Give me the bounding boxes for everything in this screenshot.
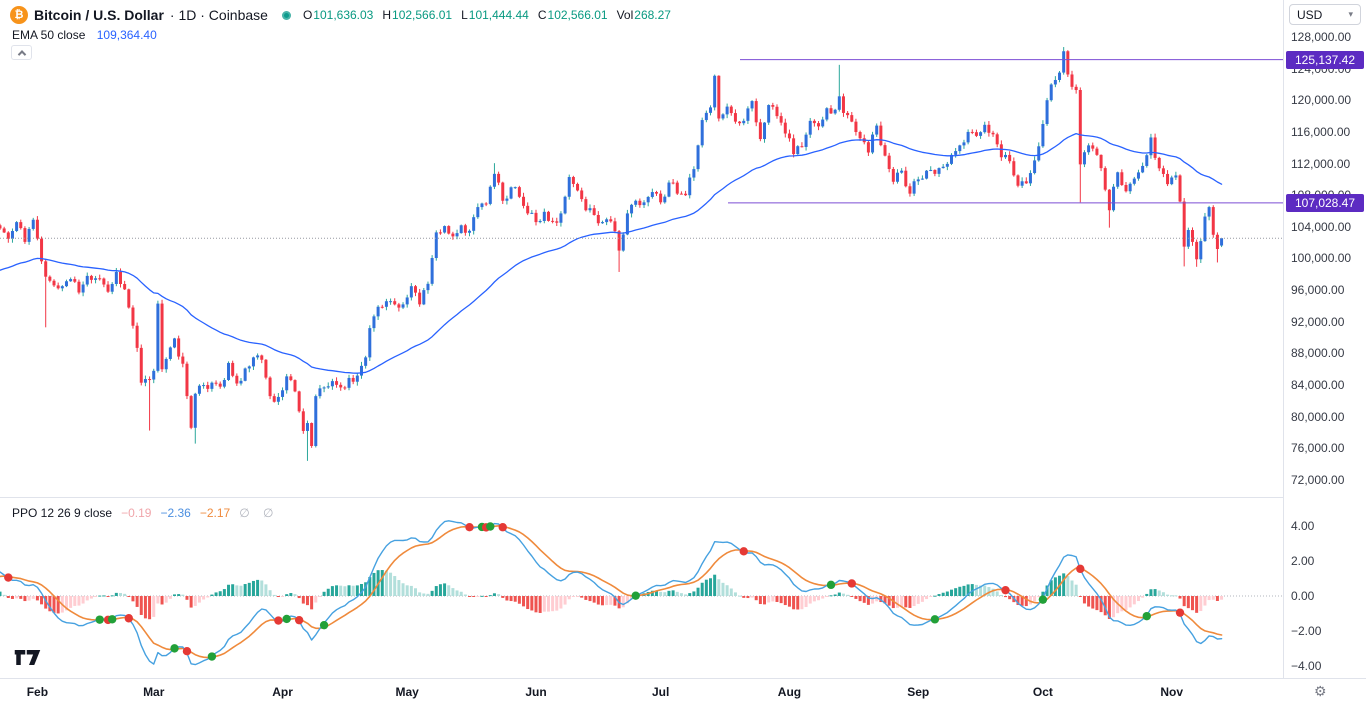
- ppo-hist-value: −0.19: [121, 506, 152, 520]
- ppo-indicator-row[interactable]: PPO 12 26 9 close −0.19 −2.36 −2.17 ∅ ∅: [12, 506, 278, 520]
- collapse-panel-button[interactable]: [11, 45, 32, 60]
- ppo-line: [0, 520, 1223, 666]
- price-tick: 76,000.00: [1291, 441, 1345, 456]
- time-axis[interactable]: Feb Mar Apr May Jun Jul Aug Sep Oct Nov ⚙: [0, 678, 1366, 705]
- ppo-tick: −2.00: [1291, 624, 1322, 638]
- month-label: Jun: [525, 685, 547, 699]
- axis-settings-gear-icon[interactable]: ⚙: [1314, 683, 1327, 699]
- ema-label: EMA 50 close: [12, 28, 86, 42]
- ppo-tick: 2.00: [1291, 554, 1315, 568]
- price-level-badge: 107,028.47: [1286, 193, 1364, 212]
- chevron-up-icon: [17, 49, 26, 59]
- month-label: Mar: [143, 685, 165, 699]
- ppo-label: PPO 12 26 9 close: [12, 506, 113, 520]
- price-level-badge: 125,137.42: [1286, 50, 1364, 69]
- currency-label: USD: [1297, 7, 1323, 22]
- chevron-down-icon: ▾: [1348, 9, 1353, 19]
- ppo-signal-line: [0, 525, 1223, 659]
- ppo-tick: −4.00: [1291, 659, 1322, 673]
- candle-bodies: [0, 51, 1224, 446]
- ppo-tick: 4.00: [1291, 519, 1315, 533]
- ppo-histogram: [0, 570, 1224, 620]
- ppo-line-value: −2.36: [160, 506, 191, 520]
- price-tick: 72,000.00: [1291, 472, 1345, 487]
- price-tick: 116,000.00: [1291, 124, 1351, 139]
- price-tick: 84,000.00: [1291, 378, 1345, 393]
- month-label: Feb: [26, 685, 49, 699]
- ppo-crossover-dots: [4, 522, 1185, 661]
- ohlc-values: O101,636.03 H102,566.01 L101,444.44 C102…: [303, 8, 671, 22]
- price-tick: 88,000.00: [1291, 346, 1345, 361]
- close-value: C102,566.01: [537, 8, 608, 22]
- price-tick: 120,000.00: [1291, 93, 1352, 108]
- ema-50-line: [0, 132, 1223, 374]
- month-label: Aug: [777, 685, 802, 699]
- month-label: Jul: [651, 685, 670, 699]
- currency-dropdown[interactable]: USD ▾: [1289, 4, 1361, 25]
- price-tick: 80,000.00: [1291, 409, 1345, 424]
- ema-value: 109,364.40: [96, 28, 157, 42]
- ppo-empty-sets: ∅ ∅: [239, 506, 279, 520]
- price-chart-canvas[interactable]: [0, 0, 1283, 678]
- volume-value: Vol268.27: [616, 8, 671, 22]
- month-label: Nov: [1160, 685, 1184, 699]
- bitcoin-icon: ₿: [10, 6, 28, 24]
- ema-indicator-row[interactable]: EMA 50 close 109,364.40: [12, 28, 157, 42]
- price-tick: 104,000.00: [1291, 219, 1352, 234]
- market-status-icon: [281, 10, 291, 20]
- month-label: Oct: [1032, 685, 1053, 699]
- low-value: L101,444.44: [461, 8, 529, 22]
- pane-separator[interactable]: [0, 497, 1366, 498]
- price-tick: 128,000.00: [1291, 30, 1352, 44]
- price-tick: 92,000.00: [1291, 314, 1345, 329]
- price-axis[interactable]: USD ▾ 128,000.00 124,000.00 120,000.00 116,…: [1283, 0, 1366, 678]
- ppo-signal-value: −2.17: [199, 506, 231, 520]
- month-label: Apr: [272, 685, 293, 699]
- candle-wicks: [0, 47, 1223, 461]
- price-tick: 100,000.00: [1291, 251, 1352, 266]
- price-tick: 96,000.00: [1291, 283, 1345, 298]
- symbol-meta[interactable]: · 1D · Coinbase: [169, 7, 268, 23]
- open-value: O101,636.03: [302, 8, 374, 22]
- tradingview-logo[interactable]: [14, 649, 41, 671]
- month-label: May: [395, 685, 419, 699]
- symbol-title[interactable]: Bitcoin / U.S. Dollar: [34, 7, 164, 23]
- ppo-tick: 0.00: [1291, 589, 1315, 603]
- high-value: H102,566.01: [382, 8, 453, 22]
- month-label: Sep: [907, 685, 930, 699]
- price-tick: 112,000.00: [1291, 156, 1351, 171]
